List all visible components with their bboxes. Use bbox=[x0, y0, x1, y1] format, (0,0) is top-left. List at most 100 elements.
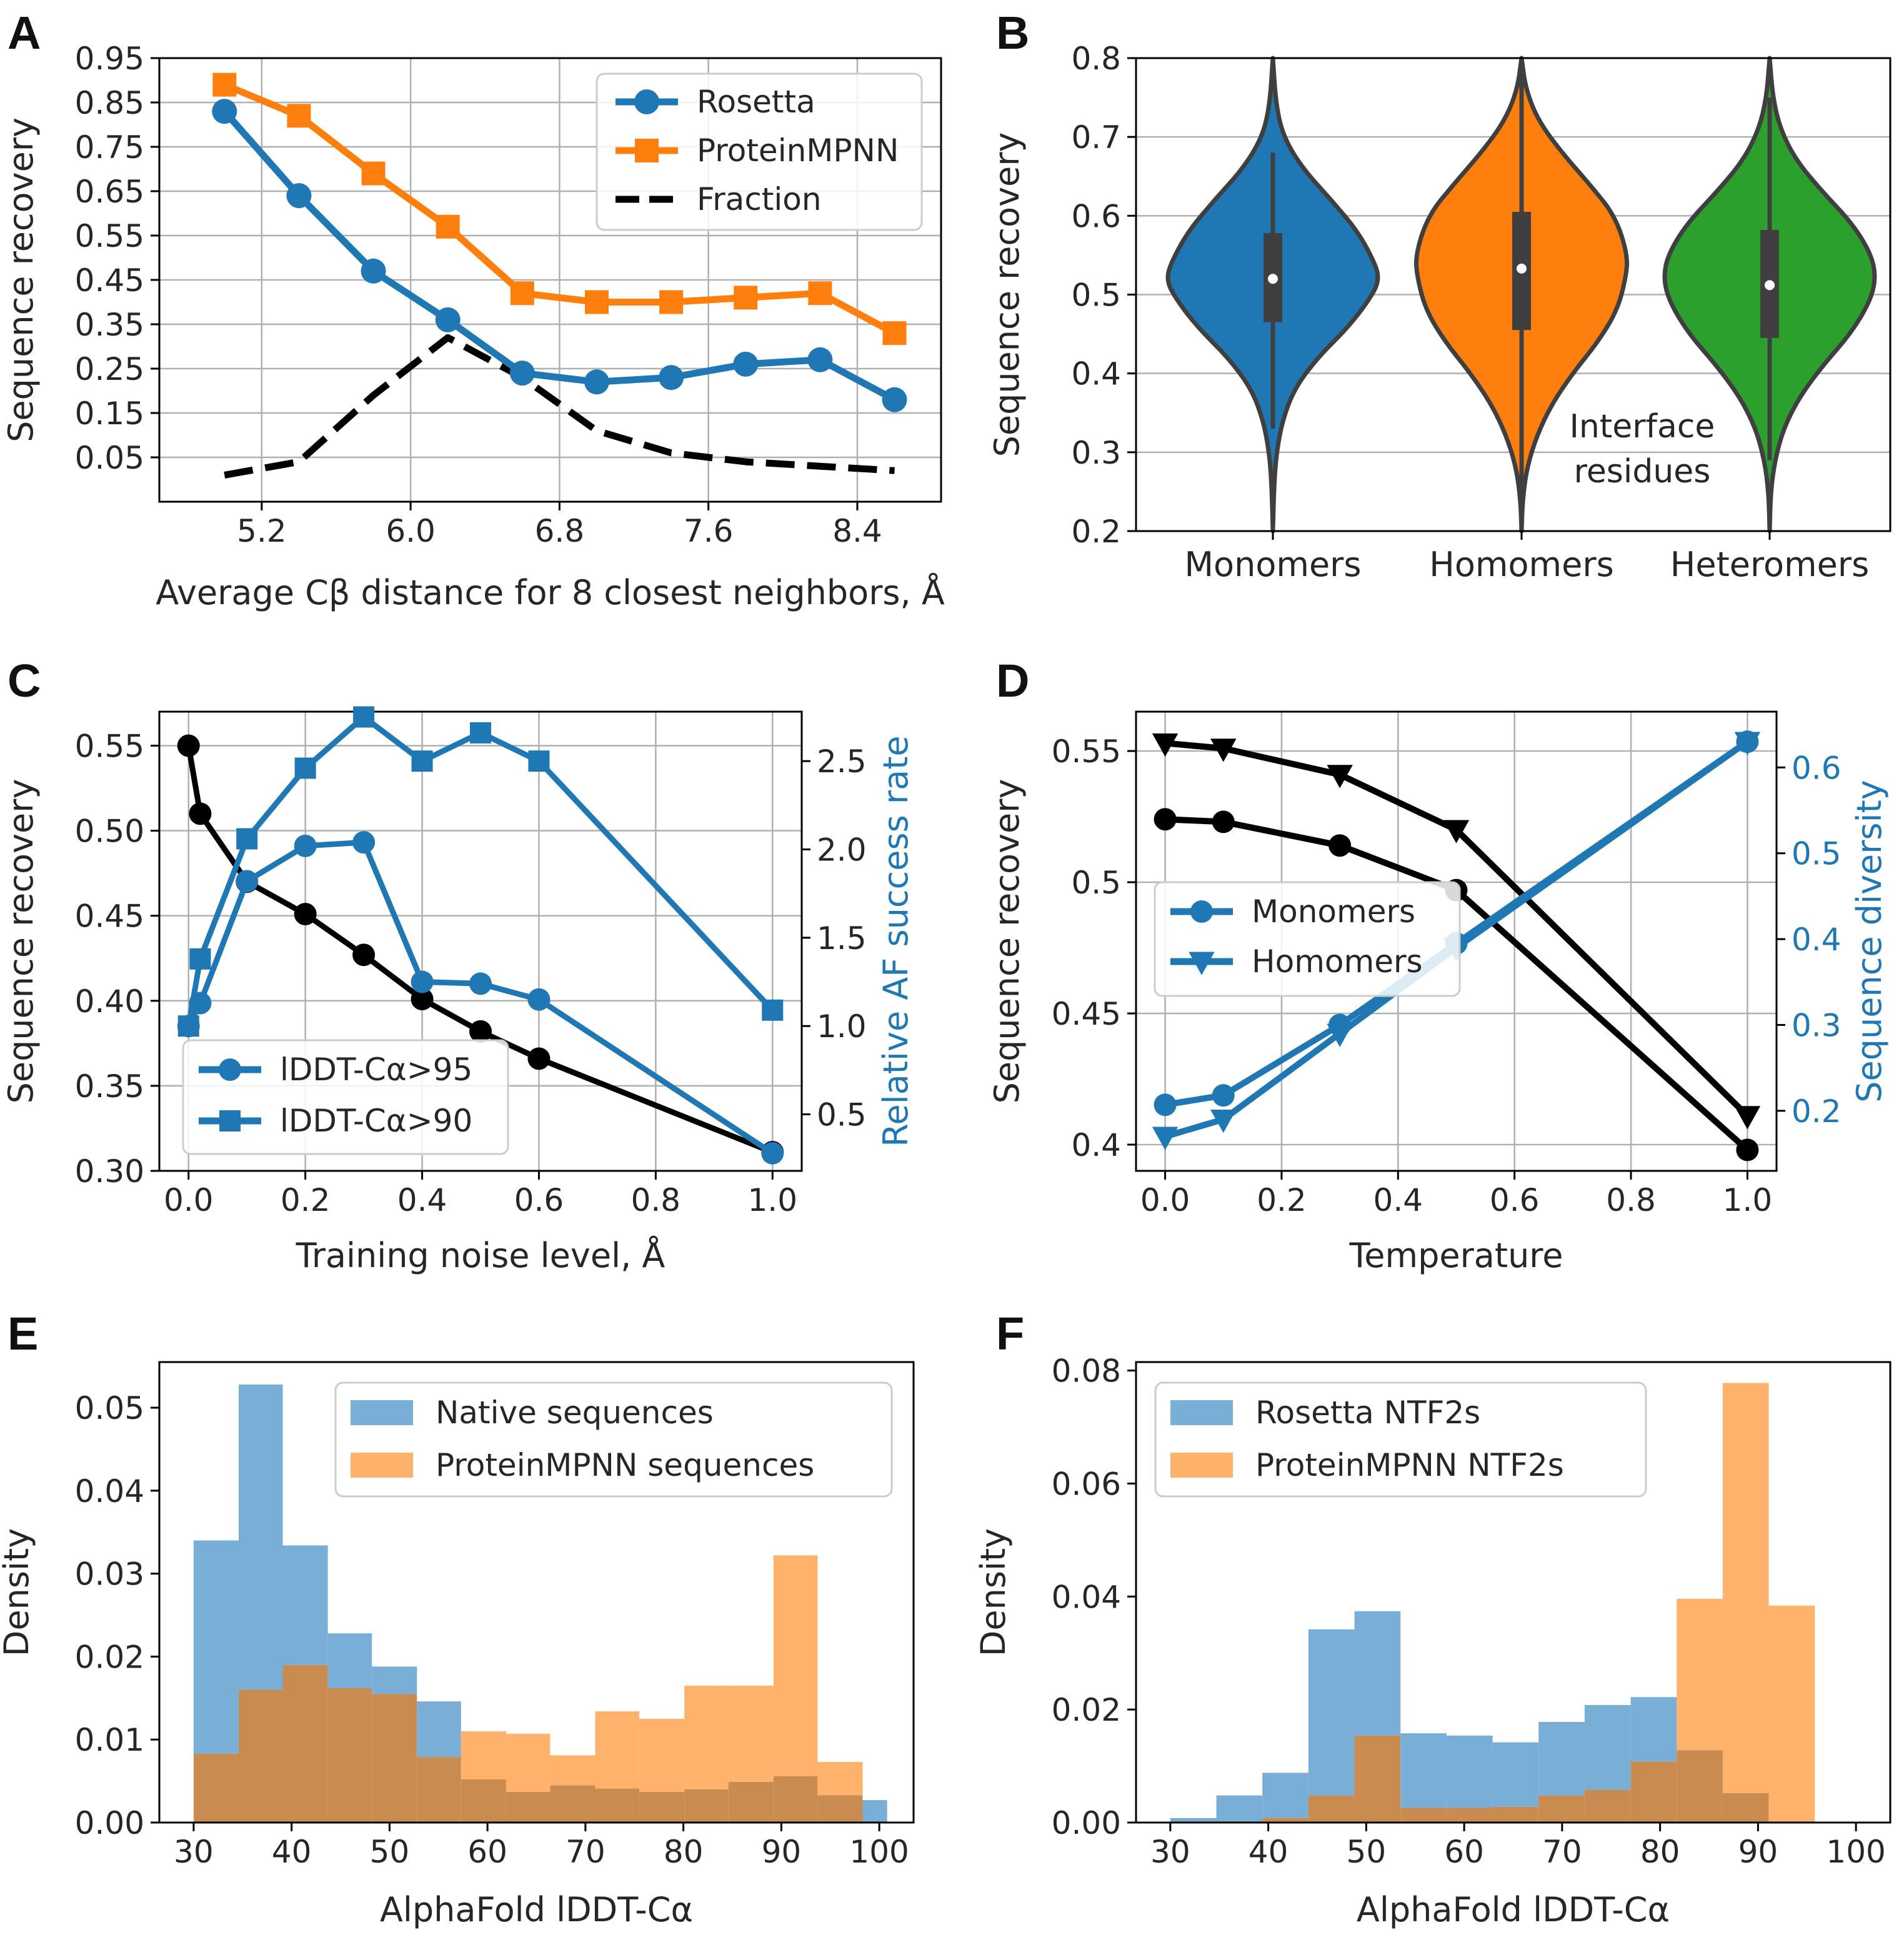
y2-tick-label: 0.2 bbox=[1792, 1093, 1842, 1130]
y-tick-label: 0.02 bbox=[75, 1639, 144, 1675]
series-point-1 bbox=[1327, 765, 1353, 788]
hist-bar-overlap bbox=[1630, 1761, 1677, 1823]
y-tick-label: 0.45 bbox=[75, 898, 144, 935]
series-point-0 bbox=[1328, 834, 1352, 857]
y-axis-label: Sequence recovery bbox=[987, 132, 1027, 457]
panel-label: E bbox=[7, 1308, 38, 1360]
x-tick-label: 0.8 bbox=[1606, 1182, 1656, 1218]
series-point-0 bbox=[294, 902, 317, 925]
annotation-line: residues bbox=[1574, 453, 1711, 490]
legend-marker bbox=[219, 1110, 241, 1132]
hist-bar-overlap bbox=[595, 1788, 640, 1823]
series-point-2 bbox=[236, 828, 258, 850]
point-rosetta bbox=[733, 351, 759, 377]
series-point-2 bbox=[411, 750, 433, 772]
x-tick-label: 1.0 bbox=[1723, 1182, 1773, 1218]
y2-tick-label: 0.5 bbox=[1792, 836, 1842, 872]
x-tick-label: 0.0 bbox=[1140, 1182, 1190, 1218]
point-rosetta bbox=[509, 361, 535, 386]
series-point-2 bbox=[1154, 1093, 1177, 1117]
hist-bar-overlap bbox=[728, 1781, 774, 1823]
x-tick-label: 50 bbox=[1347, 1834, 1387, 1870]
point-proteinmpnn bbox=[734, 286, 758, 310]
hist-bar-overlap bbox=[506, 1791, 551, 1823]
x-tick-label: 7.6 bbox=[684, 513, 734, 549]
hist-bar-a bbox=[1492, 1742, 1539, 1807]
series-point-0 bbox=[469, 1020, 492, 1043]
y-tick-label: 0.75 bbox=[75, 129, 144, 166]
legend-label: Rosetta NTF2s bbox=[1255, 1395, 1480, 1431]
point-rosetta bbox=[584, 369, 609, 395]
hist-bar-a bbox=[327, 1633, 372, 1688]
hist-bar-a bbox=[1308, 1629, 1355, 1796]
x-tick-label: 80 bbox=[664, 1834, 704, 1870]
y2-axis-label: Sequence diversity bbox=[1850, 780, 1889, 1102]
legend-marker bbox=[635, 139, 659, 162]
hist-bar-b bbox=[773, 1555, 818, 1776]
hist-bar-b bbox=[684, 1685, 729, 1789]
y-tick-label: 0.55 bbox=[75, 218, 144, 254]
y2-tick-label: 1.0 bbox=[817, 1008, 867, 1045]
hist-bar-a bbox=[238, 1384, 283, 1690]
violin-median bbox=[1268, 274, 1278, 284]
panel-e: E 30 40 50 60 70 80 90 100 0.00 0.01 0.02 0.03 0.04 0.… bbox=[0, 1308, 915, 1929]
y-tick-label: 0.02 bbox=[1052, 1692, 1121, 1728]
x-tick-label: 0.4 bbox=[1373, 1182, 1423, 1218]
hist-bar-overlap bbox=[1538, 1795, 1585, 1823]
legend-swatch bbox=[351, 1453, 413, 1478]
hist-bar-overlap bbox=[1677, 1750, 1723, 1823]
hist-bar-b bbox=[639, 1719, 685, 1792]
x-tick-label: 6.8 bbox=[535, 513, 585, 549]
hist-bar-overlap bbox=[639, 1791, 685, 1823]
x-tick-label: 100 bbox=[849, 1834, 909, 1870]
x-tick-label: 50 bbox=[370, 1834, 410, 1870]
legend-label: ProteinMPNN sequences bbox=[436, 1447, 814, 1483]
y-tick-label: 0.05 bbox=[75, 1390, 144, 1426]
y2-axis-label: Relative AF success rate bbox=[876, 735, 915, 1147]
hist-bar-b bbox=[1768, 1605, 1815, 1823]
panel-c: C 0.0 0.2 0.4 0.6 0.8 1.0 0.30 0.35 0.40 0.45 0.50 0… bbox=[1, 655, 915, 1275]
series-line-proteinmpnn bbox=[223, 81, 897, 337]
x-tick-label: 90 bbox=[762, 1834, 802, 1870]
series-point-2 bbox=[294, 757, 316, 779]
axes-frame bbox=[1135, 710, 1778, 1172]
hist-bar-overlap bbox=[282, 1664, 328, 1823]
y-tick-label: 0.45 bbox=[75, 262, 144, 299]
series-point-2 bbox=[470, 722, 491, 744]
x-tick-label: Monomers bbox=[1184, 545, 1361, 584]
x-tick-label: 0.2 bbox=[281, 1182, 331, 1218]
hist-bar-overlap bbox=[417, 1757, 461, 1823]
point-proteinmpnn bbox=[436, 214, 460, 239]
hist-bar-overlap bbox=[461, 1779, 506, 1823]
y-axis-label: Sequence recovery bbox=[1, 779, 41, 1104]
y-tick-label: 0.4 bbox=[1071, 356, 1121, 392]
hist-bar-overlap bbox=[817, 1795, 863, 1823]
y-tick-label: 0.08 bbox=[1052, 1353, 1121, 1390]
series-point-3 bbox=[1210, 1110, 1237, 1133]
axes-frame bbox=[158, 57, 942, 503]
x-axis-label: Average Cβ distance for 8 closest neighb… bbox=[156, 572, 945, 612]
series-line-rosetta bbox=[222, 109, 897, 403]
legend-box bbox=[596, 72, 923, 231]
axes-frame bbox=[1135, 1361, 1892, 1824]
hist-bar-a bbox=[417, 1701, 461, 1758]
legend-label: Rosetta bbox=[697, 84, 815, 120]
hist-bar-overlap bbox=[238, 1689, 283, 1823]
legend-swatch bbox=[1170, 1453, 1233, 1478]
series-point-1 bbox=[352, 831, 376, 854]
x-tick-label: Homomers bbox=[1429, 545, 1613, 584]
y-axis-label: Density bbox=[0, 1528, 36, 1656]
y-tick-label: 0.95 bbox=[75, 41, 144, 77]
y2-tick-label: 2.5 bbox=[817, 744, 867, 780]
legend-label: Fraction bbox=[697, 181, 822, 217]
x-tick-label: 40 bbox=[1249, 1834, 1288, 1870]
y-tick-label: 0.06 bbox=[1052, 1466, 1121, 1502]
x-tick-label: 60 bbox=[1444, 1834, 1484, 1870]
y-tick-label: 0.7 bbox=[1071, 119, 1121, 156]
hist-bar-a bbox=[862, 1800, 887, 1823]
x-tick-label: 90 bbox=[1738, 1834, 1778, 1870]
panel-label: D bbox=[996, 655, 1029, 707]
x-tick-label: 0.8 bbox=[631, 1182, 681, 1218]
legend-label: Monomers bbox=[1252, 893, 1415, 930]
